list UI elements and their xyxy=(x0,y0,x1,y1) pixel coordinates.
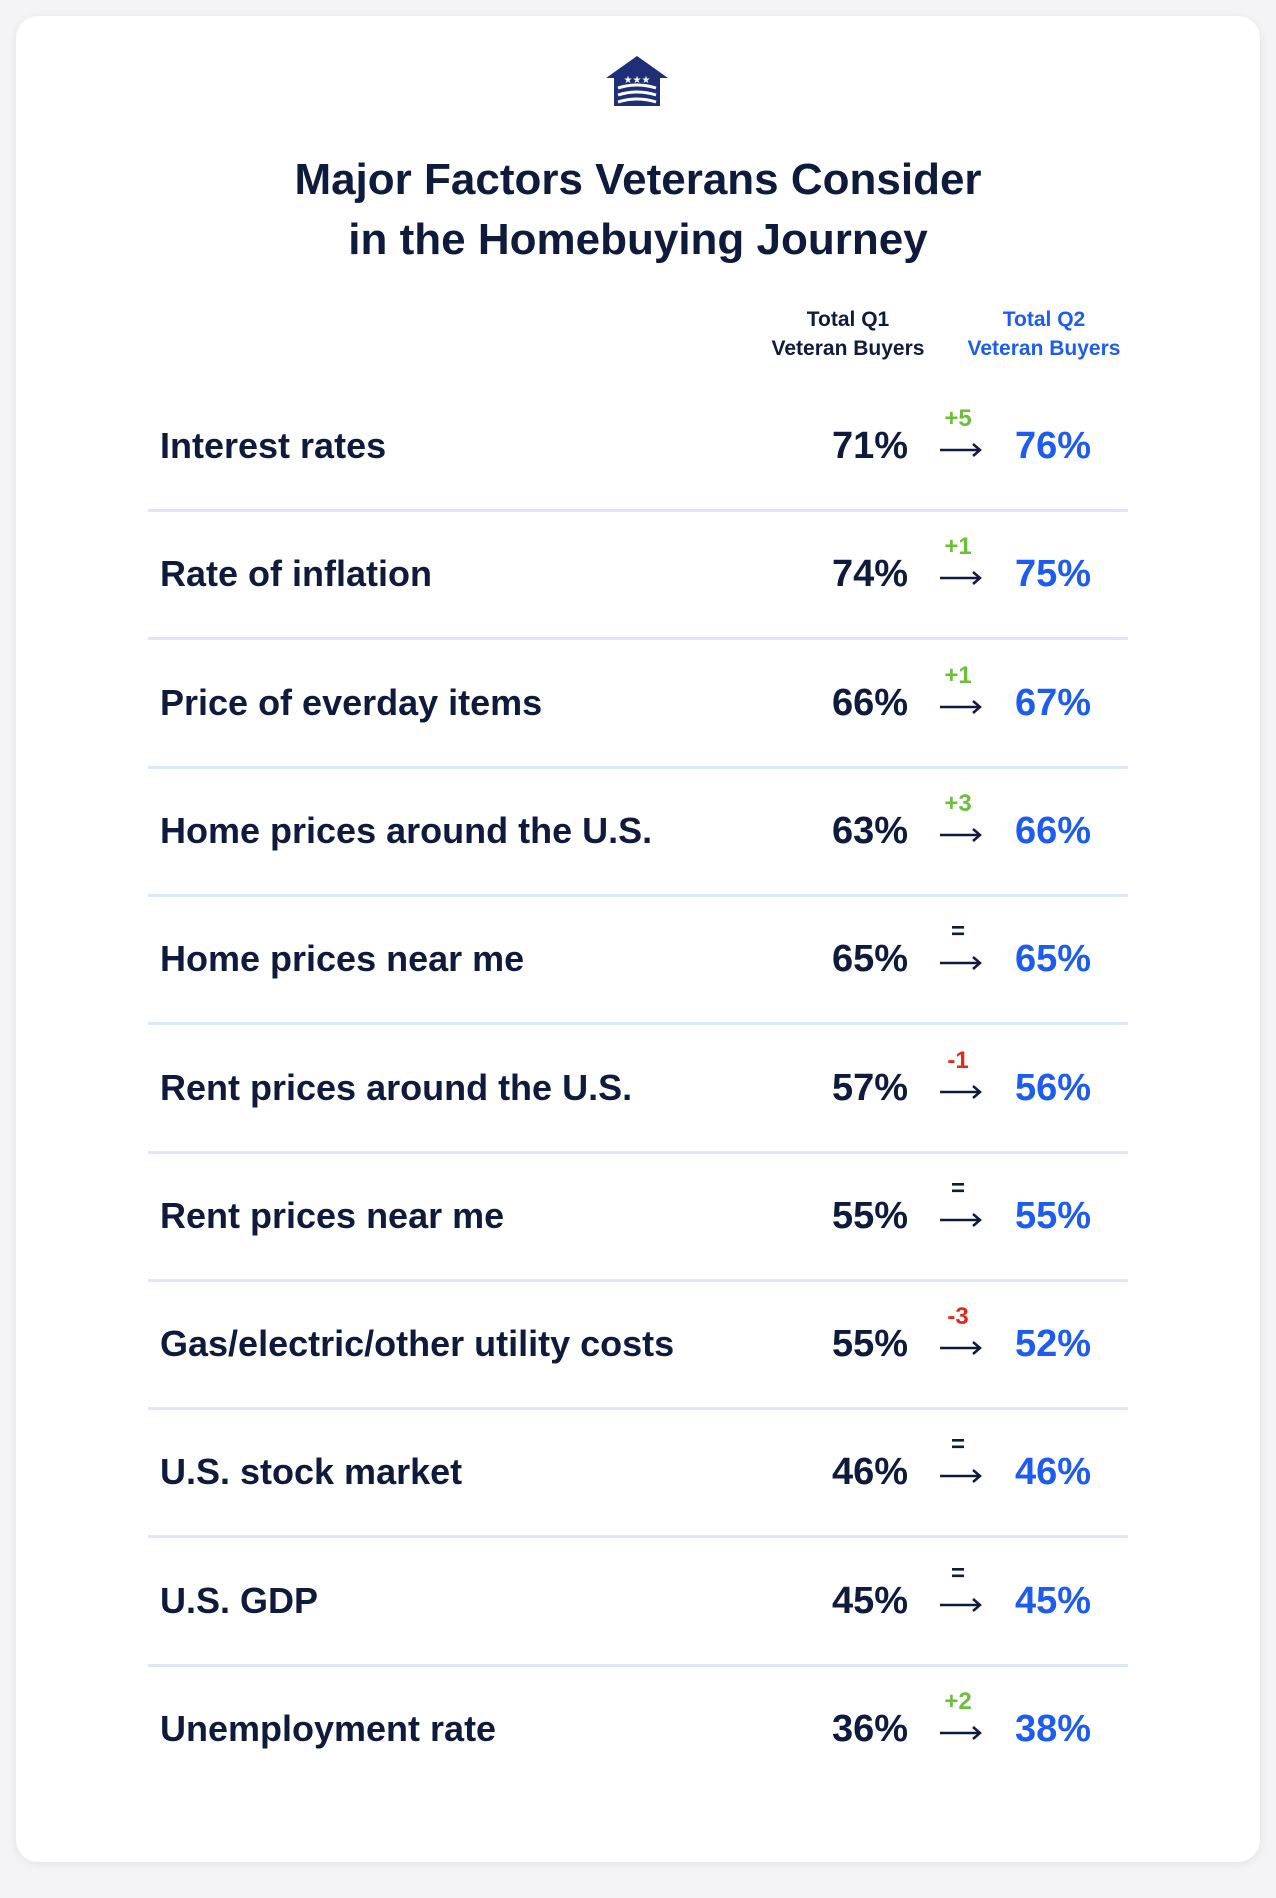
row-divider xyxy=(148,1663,1128,1667)
change-value: -1 xyxy=(947,1046,969,1074)
row-divider xyxy=(148,1022,1128,1026)
q1-value: 65% xyxy=(831,938,908,981)
factor-label: Gas/electric/other utility costs xyxy=(160,1323,675,1365)
factor-label: Home prices near me xyxy=(160,938,525,980)
factor-label: U.S. stock market xyxy=(160,1451,463,1493)
change-value: +2 xyxy=(944,1688,972,1715)
table-row: U.S. stock market 46% = 46% xyxy=(148,1411,1128,1539)
factor-label: Interest rates xyxy=(160,425,387,466)
factor-label: Price of everday items xyxy=(160,681,543,723)
q1-value: 71% xyxy=(831,425,908,467)
row-divider xyxy=(148,637,1128,641)
row-divider xyxy=(148,509,1128,512)
q1-value: 74% xyxy=(831,553,908,596)
table-row: Home prices near me 65% = 65% xyxy=(148,898,1128,1026)
row-divider xyxy=(148,1535,1128,1539)
house-flag-logo-icon: ★★★ xyxy=(606,56,668,106)
factor-label: Rate of inflation xyxy=(160,553,432,595)
column-header-q2-line1: Total Q2 xyxy=(1002,308,1086,331)
arrow-right-icon xyxy=(940,827,982,842)
table-row: Rent prices near me 55% = 55% xyxy=(148,1155,1128,1283)
chart-title-line-2: in the Homebuying Journey xyxy=(348,215,928,264)
factor-label: U.S. GDP xyxy=(160,1579,319,1621)
arrow-right-icon xyxy=(940,699,982,714)
q1-value: 66% xyxy=(831,681,908,724)
change-value: +5 xyxy=(944,405,972,432)
factor-label: Home prices around the U.S. xyxy=(160,809,653,851)
arrow-right-icon xyxy=(940,1726,982,1740)
q2-value: 38% xyxy=(1014,1708,1092,1750)
q1-value: 36% xyxy=(831,1708,908,1750)
table-row: Price of everday items 66% +1 67% xyxy=(148,642,1128,770)
arrow-right-icon xyxy=(940,571,982,586)
q1-value: 57% xyxy=(831,1066,908,1109)
column-header-q1: Total Q1 Veteran Buyers xyxy=(748,305,948,363)
arrow-right-icon xyxy=(940,956,982,971)
column-header-q1-line1: Total Q1 xyxy=(806,308,890,331)
table-row: Interest rates 71% +5 76% xyxy=(148,385,1128,513)
change-value: -3 xyxy=(947,1303,969,1331)
q1-value: 45% xyxy=(831,1579,908,1622)
factor-label: Unemployment rate xyxy=(160,1708,497,1749)
q1-value: 46% xyxy=(831,1451,908,1494)
change-value: = xyxy=(950,918,965,946)
q1-value: 63% xyxy=(831,809,908,852)
column-header-q2-line2: Veteran Buyers xyxy=(967,337,1121,360)
row-divider xyxy=(148,1278,1128,1282)
table-row: Home prices around the U.S. 63% +3 66% xyxy=(148,770,1128,898)
arrow-right-icon xyxy=(940,1341,982,1356)
table-row: U.S. GDP 45% = 45% xyxy=(148,1540,1128,1668)
change-value: +3 xyxy=(944,789,972,817)
table-row: Rent prices around the U.S. 57% -1 56% xyxy=(148,1027,1128,1155)
arrow-right-icon xyxy=(940,443,982,457)
table-row: Gas/electric/other utility costs 55% -3 52% xyxy=(148,1283,1128,1411)
change-value: = xyxy=(950,1431,965,1459)
infographic-card xyxy=(16,16,1260,1862)
q2-value: 56% xyxy=(1014,1066,1092,1109)
column-header-q2: Total Q2 Veteran Buyers xyxy=(944,305,1144,363)
row-divider xyxy=(148,765,1128,769)
q2-value: 75% xyxy=(1014,553,1092,596)
arrow-right-icon xyxy=(940,1597,982,1612)
q1-value: 55% xyxy=(831,1323,908,1366)
arrow-right-icon xyxy=(940,1469,982,1484)
row-divider xyxy=(148,1150,1128,1154)
q2-value: 52% xyxy=(1014,1323,1092,1366)
table-row: Unemployment rate 36% +2 38% xyxy=(148,1668,1128,1796)
q2-value: 55% xyxy=(1014,1194,1092,1237)
q2-value: 66% xyxy=(1014,809,1092,852)
q1-value: 55% xyxy=(831,1194,908,1237)
change-value: +1 xyxy=(944,533,972,561)
table-row: Rate of inflation 74% +1 75% xyxy=(148,513,1128,641)
q2-value: 67% xyxy=(1014,681,1092,724)
q2-value: 46% xyxy=(1014,1451,1092,1494)
factor-label: Rent prices around the U.S. xyxy=(160,1066,633,1108)
chart-title-line-1: Major Factors Veterans Consider xyxy=(294,155,982,204)
column-header-q1-line2: Veteran Buyers xyxy=(771,337,925,360)
row-divider xyxy=(148,893,1128,897)
factor-label: Rent prices near me xyxy=(160,1194,505,1236)
row-divider xyxy=(148,1407,1128,1411)
change-value: = xyxy=(950,1559,965,1587)
arrow-right-icon xyxy=(940,1084,982,1099)
svg-text:★★★: ★★★ xyxy=(624,75,651,86)
change-value: = xyxy=(950,1174,965,1202)
q2-value: 65% xyxy=(1014,938,1092,981)
q2-value: 45% xyxy=(1014,1579,1092,1622)
arrow-right-icon xyxy=(940,1212,982,1227)
change-value: +1 xyxy=(944,661,972,689)
q2-value: 76% xyxy=(1014,425,1092,467)
